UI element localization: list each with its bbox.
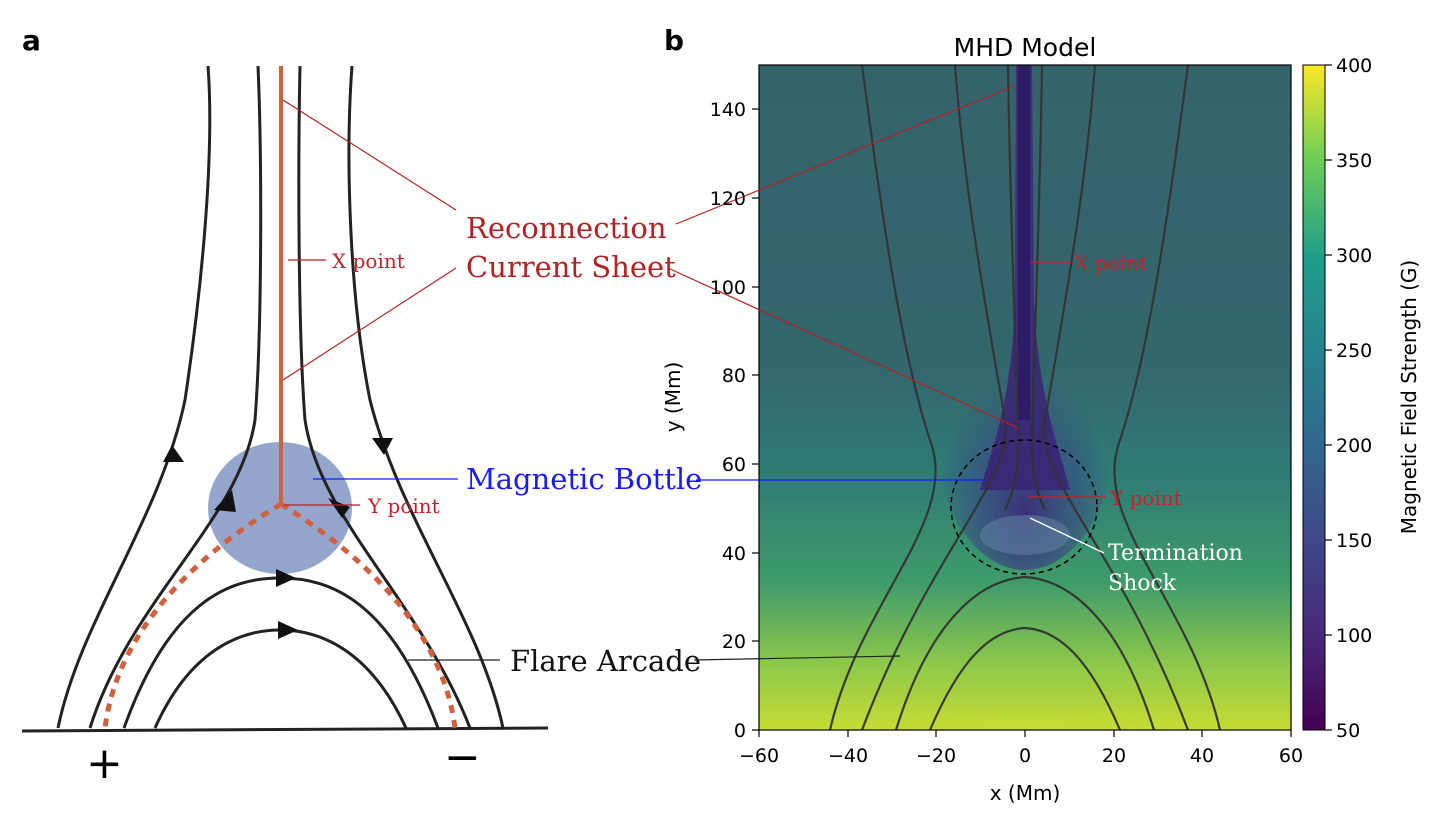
reconnection-leader-b2 bbox=[667, 267, 1019, 429]
colorbar-title: Magnetic Field Strength (G) bbox=[1397, 260, 1421, 534]
panel-a-leaders bbox=[282, 99, 457, 506]
colorbar-tick-label: 350 bbox=[1336, 150, 1372, 172]
panel-a: a bbox=[21, 24, 549, 789]
colorbar: 50 100 150 200 250 300 350 400 Magnetic … bbox=[1302, 55, 1421, 742]
x-tick-label: 20 bbox=[1102, 745, 1126, 767]
arrow-bottle-left bbox=[214, 490, 236, 512]
bottle-outline-b bbox=[950, 439, 1098, 575]
y-tick-label: 20 bbox=[722, 631, 746, 653]
arcade-loop-inner bbox=[153, 628, 408, 729]
y-tick-label: 80 bbox=[722, 365, 746, 387]
arcade-loop-outer bbox=[122, 576, 440, 729]
x-axis: −60 −40 −20 0 20 40 60 x (Mm) bbox=[739, 730, 1303, 805]
termination-label-line2: Shock bbox=[1108, 571, 1177, 596]
termination-label-line1: Termination bbox=[1108, 541, 1243, 566]
field-line-inner-right bbox=[297, 65, 472, 729]
y-tick-label: 140 bbox=[710, 99, 746, 121]
colorbar-tick-label: 100 bbox=[1336, 625, 1372, 647]
plus-polarity: + bbox=[86, 738, 123, 789]
x-point-label-a: X point bbox=[332, 249, 405, 273]
reconnection-label-line1: Reconnection bbox=[466, 211, 667, 245]
arrow-up-left bbox=[163, 445, 184, 462]
plot-title: MHD Model bbox=[954, 33, 1097, 62]
x-tick-label: −20 bbox=[916, 745, 956, 767]
y-tick-label: 0 bbox=[734, 720, 746, 742]
separatrix-right bbox=[279, 501, 458, 729]
reconnection-label-line2: Current Sheet bbox=[466, 250, 676, 284]
x-tick-label: 40 bbox=[1190, 745, 1214, 767]
colorbar-tick-label: 150 bbox=[1336, 530, 1372, 552]
field-line-outer-left bbox=[56, 65, 212, 729]
minus-polarity: − bbox=[444, 732, 481, 783]
x-tick-label: 0 bbox=[1019, 745, 1031, 767]
arcade-leader-b bbox=[693, 655, 901, 661]
panel-b: b MHD Model bbox=[661, 24, 1421, 805]
colorbar-tick-label: 400 bbox=[1336, 55, 1372, 77]
arrow-arcade-inner bbox=[278, 621, 298, 639]
arrow-arcade-outer bbox=[276, 569, 296, 587]
y-tick-label: 60 bbox=[722, 454, 746, 476]
magnetic-bottle-label: Magnetic Bottle bbox=[466, 462, 702, 496]
colorbar-tick-label: 250 bbox=[1336, 340, 1372, 362]
y-point-label-b: Y point bbox=[1109, 486, 1182, 510]
y-tick-label: 100 bbox=[710, 277, 746, 299]
flare-arcade-label: Flare Arcade bbox=[510, 644, 701, 678]
y-axis: 0 20 40 60 80 100 120 140 y (Mm) bbox=[661, 99, 759, 742]
panel-a-letter: a bbox=[22, 24, 41, 57]
arrow-bottle-right bbox=[328, 498, 350, 518]
colorbar-tick-label: 200 bbox=[1336, 435, 1372, 457]
y-tick-label: 120 bbox=[710, 188, 746, 210]
x-point-label-b: X point bbox=[1074, 251, 1147, 275]
panel-a-arrows bbox=[163, 438, 393, 639]
y-point-label-a: Y point bbox=[367, 494, 440, 518]
field-line-outer-right bbox=[347, 65, 505, 729]
reconnection-leader-b1 bbox=[675, 85, 1015, 225]
magnetic-bottle-region bbox=[208, 442, 352, 574]
x-tick-label: −40 bbox=[828, 745, 868, 767]
x-axis-title: x (Mm) bbox=[990, 781, 1061, 805]
y-tick-label: 40 bbox=[722, 543, 746, 565]
colorbar-tick-label: 300 bbox=[1336, 245, 1372, 267]
x-tick-label: −60 bbox=[739, 745, 779, 767]
colorbar-tick-label: 50 bbox=[1336, 720, 1360, 742]
panel-b-field-lines bbox=[828, 65, 1222, 730]
panel-b-letter: b bbox=[664, 24, 684, 57]
x-tick-label: 60 bbox=[1279, 745, 1303, 767]
field-line-inner-left bbox=[88, 65, 263, 729]
y-axis-title: y (Mm) bbox=[661, 362, 685, 433]
photosphere-line bbox=[21, 726, 549, 733]
mhd-image bbox=[759, 65, 1291, 730]
termination-leader bbox=[1029, 517, 1105, 554]
arrow-down-right bbox=[372, 438, 393, 455]
